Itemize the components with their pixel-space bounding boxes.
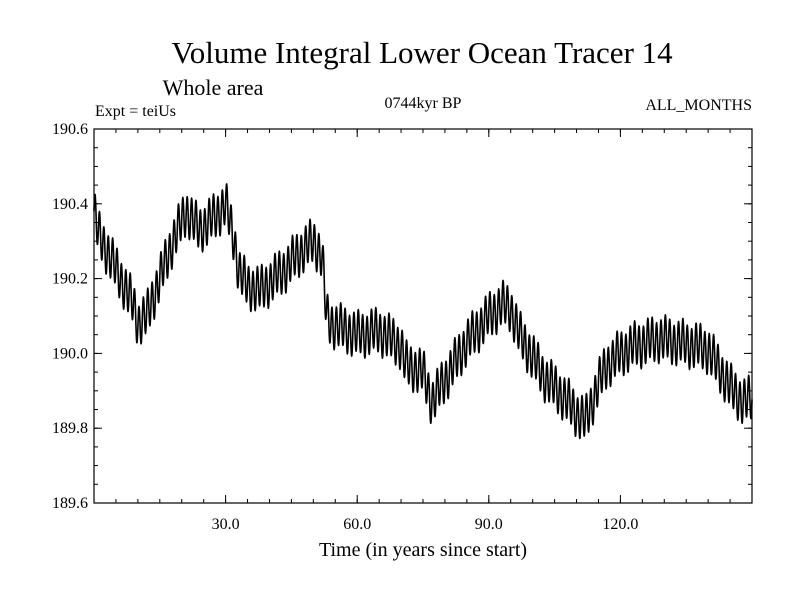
y-tick-label: 189.6 xyxy=(52,495,88,512)
y-axis: 189.6 189.8 190.0 190.2 190.4 190.6 xyxy=(52,121,752,512)
y-tick-label: 189.8 xyxy=(52,420,88,437)
x-tick-label: 30.0 xyxy=(212,516,240,533)
y-tick-label: 190.6 xyxy=(52,121,88,138)
x-tick-label: 60.0 xyxy=(343,516,371,533)
period-label: 0744kyr BP xyxy=(385,95,462,112)
y-tick-label: 190.4 xyxy=(52,196,88,213)
x-tick-label: 90.0 xyxy=(475,516,503,533)
x-axis: 30.0 60.0 90.0 120.0 xyxy=(115,129,731,533)
plot-frame xyxy=(93,128,753,504)
plot-area xyxy=(93,183,753,440)
y-tick-label: 190.2 xyxy=(52,271,88,288)
chart-subtitle: Whole area xyxy=(163,75,264,100)
series-line xyxy=(93,183,753,440)
x-axis-label: Time (in years since start) xyxy=(319,539,527,561)
x-tick-label: 120.0 xyxy=(602,516,638,533)
months-label: ALL_MONTHS xyxy=(645,97,752,114)
experiment-label: Expt = teiUs xyxy=(95,103,176,120)
chart-title: Volume Integral Lower Ocean Tracer 14 xyxy=(171,35,673,70)
y-tick-label: 190.0 xyxy=(52,345,88,362)
